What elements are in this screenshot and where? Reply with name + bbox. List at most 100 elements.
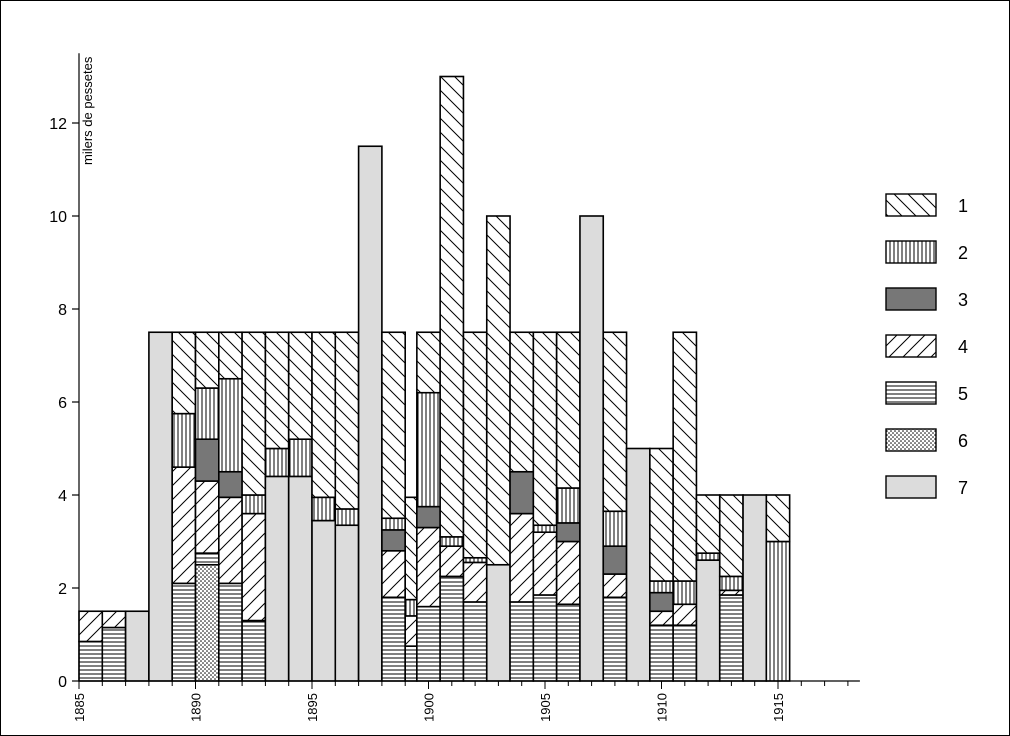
bar-segment-series-5 — [602, 596, 628, 682]
bar-segment-series-5 — [509, 601, 535, 682]
x-tick-label: 1895 — [305, 693, 320, 722]
bar-segment-series-2 — [649, 580, 674, 594]
bar-segment-series-1 — [462, 331, 488, 559]
bar-segment-series-5 — [241, 619, 267, 682]
axes-layer: 0 2 4 6 8 10 12 1885 1890 1895 1900 1905 1910 1915 — [49, 53, 860, 722]
bar-segment-series-1 — [171, 331, 197, 415]
bar-segment-series-5 — [439, 575, 465, 682]
bar-segment-series-4 — [555, 540, 581, 606]
bar-segment-series-2 — [404, 598, 418, 617]
x-tick-label: 1905 — [538, 693, 553, 722]
bar-segment-series-3 — [509, 470, 535, 515]
legend-label-1: 1 — [958, 196, 968, 216]
y-axis-label: milers de pessetes — [80, 56, 95, 165]
bar-segment-series-3 — [416, 505, 441, 529]
bar-segment-series-7 — [264, 475, 290, 682]
bar-segment-series-3 — [649, 591, 674, 613]
y-tick-label: 10 — [49, 209, 67, 226]
legend-label-2: 2 — [958, 243, 968, 263]
bar-segment-series-7 — [311, 519, 337, 682]
legend: 1 2 3 4 5 6 7 — [885, 193, 968, 499]
bar-segment-series-4 — [194, 480, 220, 554]
bar-segment-series-1 — [194, 331, 220, 389]
legend-label-7: 7 — [958, 478, 968, 498]
bar-segment-series-7 — [695, 559, 721, 682]
bar-segment-series-5 — [171, 582, 197, 682]
bar-segment-series-2 — [439, 536, 465, 547]
bar-segment-series-5 — [718, 594, 744, 682]
bar-segment-series-2 — [765, 540, 791, 682]
bar-segment-series-7 — [485, 563, 511, 682]
bar-segment-series-1 — [241, 331, 267, 496]
bar-segment-series-1 — [718, 494, 744, 578]
bar-segment-series-4 — [218, 496, 243, 585]
bar-segment-series-3 — [381, 529, 406, 552]
bar-segment-series-5 — [462, 601, 488, 682]
legend-swatch-3 — [885, 287, 937, 311]
bar-segment-series-1 — [765, 494, 791, 543]
x-tick-label: 1885 — [72, 693, 87, 722]
bar-segment-series-7 — [625, 447, 651, 682]
legend-label-4: 4 — [958, 337, 968, 357]
y-tick-label: 4 — [58, 488, 67, 505]
legend-swatch-7 — [885, 475, 937, 499]
bar-segment-series-5 — [649, 624, 674, 682]
bars-layer — [78, 75, 791, 682]
x-tick-label: 1915 — [771, 693, 786, 722]
legend-swatch-2 — [885, 240, 937, 264]
x-tick-label: 1900 — [422, 693, 437, 722]
bar-segment-series-7 — [579, 215, 605, 682]
bar-segment-series-4 — [532, 531, 558, 596]
legend-swatch-5 — [885, 381, 937, 405]
legend-swatch-1 — [885, 193, 937, 217]
bar-segment-series-5 — [672, 624, 698, 682]
bar-segment-series-5 — [532, 594, 558, 682]
y-tick-label: 0 — [58, 674, 67, 691]
bar-segment-series-4 — [78, 610, 104, 643]
bar-segment-series-1 — [334, 331, 360, 510]
bar-segment-series-3 — [194, 438, 220, 482]
bar-segment-series-2 — [171, 412, 197, 468]
bar-segment-series-4 — [381, 549, 406, 599]
bar-segment-series-1 — [695, 494, 721, 554]
bar-segment-series-4 — [672, 603, 698, 627]
bar-segment-series-1 — [672, 331, 698, 582]
bar-segment-series-2 — [218, 377, 243, 473]
bar-segment-series-5 — [555, 603, 581, 682]
bar-segment-series-1 — [416, 331, 441, 394]
bar-segment-series-1 — [555, 331, 581, 489]
bar-segment-series-7 — [742, 494, 768, 682]
bar-segment-series-2 — [718, 575, 744, 592]
bar-segment-series-2 — [416, 391, 441, 508]
bar-segment-series-3 — [218, 470, 243, 499]
bar-segment-series-1 — [439, 75, 465, 538]
bar-segment-series-6 — [194, 563, 220, 682]
bar-segment-series-2 — [695, 552, 721, 561]
bar-segment-series-4 — [602, 573, 628, 599]
bar-segment-series-4 — [416, 526, 441, 608]
bar-segment-series-5 — [78, 640, 104, 682]
bar-segment-series-7 — [357, 145, 383, 682]
bar-segment-series-1 — [218, 331, 243, 380]
bar-segment-series-2 — [672, 580, 698, 606]
bar-segment-series-1 — [602, 331, 628, 513]
y-tick-label: 12 — [49, 116, 67, 133]
x-tick-label: 1890 — [189, 693, 204, 722]
bar-segment-series-1 — [264, 331, 290, 450]
bar-segment-series-5 — [101, 626, 127, 682]
bar-segment-series-5 — [194, 552, 220, 566]
bar-segment-series-2 — [194, 387, 220, 440]
bar-segment-series-7 — [148, 331, 173, 682]
bar-segment-series-2 — [241, 494, 267, 515]
bar-segment-series-2 — [532, 524, 558, 534]
bar-segment-series-1 — [404, 496, 418, 601]
bar-segment-series-2 — [381, 517, 406, 531]
legend-label-6: 6 — [958, 431, 968, 451]
bar-segment-series-5 — [404, 645, 418, 682]
bar-segment-series-2 — [311, 496, 337, 522]
bar-segment-series-4 — [241, 512, 267, 622]
bar-segment-series-4 — [462, 561, 488, 603]
bar-segment-series-4 — [649, 610, 674, 626]
y-tick-label: 6 — [58, 395, 67, 412]
bar-segment-series-7 — [287, 475, 313, 682]
